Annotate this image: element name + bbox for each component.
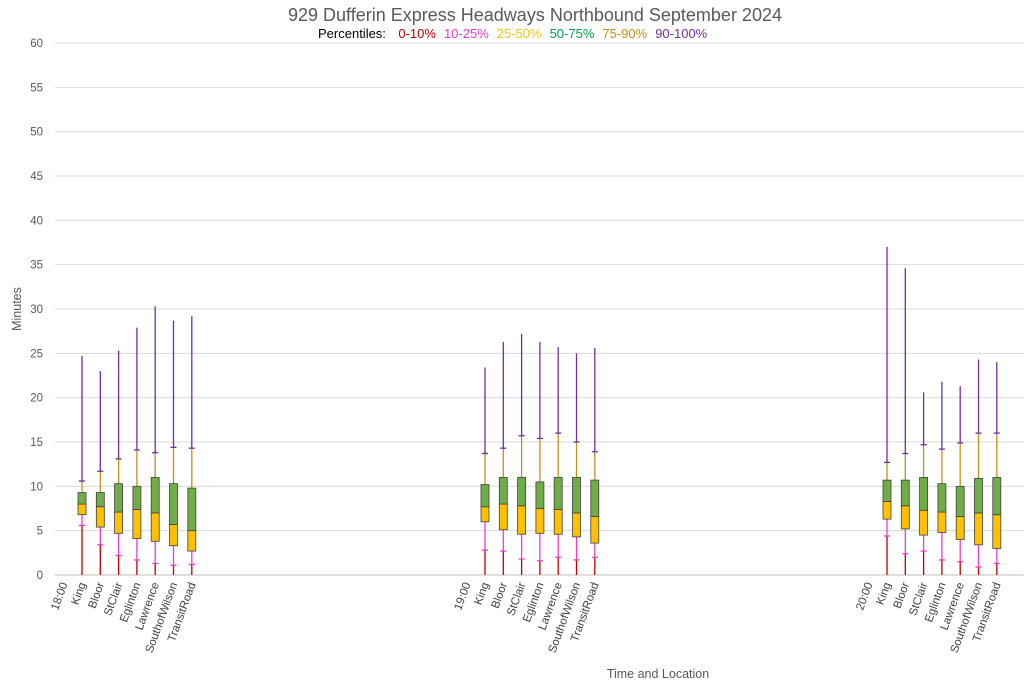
box-20:00-StClair — [919, 392, 928, 575]
x-stop-label: King — [473, 581, 492, 607]
y-tick-label: 15 — [30, 437, 43, 449]
box-20:00-Lawrence — [955, 386, 965, 575]
box-50-75 — [535, 481, 545, 509]
chart-title: 929 Dufferin Express Headways Northbound… — [288, 5, 782, 25]
y-tick-label: 35 — [30, 260, 43, 272]
box-50-75 — [95, 492, 105, 508]
y-tick-label: 60 — [30, 38, 43, 50]
box-25-50 — [132, 508, 142, 540]
y-tick-label: 10 — [30, 481, 43, 493]
x-axis-categories: 18:00 KingBloorStClairEglintonLawrenceSou… — [49, 581, 1003, 655]
box-50-75 — [992, 477, 1002, 516]
box-18:00-TransitRoad — [187, 316, 197, 575]
percentile-legend-item: 0-10% — [398, 26, 436, 41]
box-18:00-SouthofWilson — [169, 320, 178, 575]
box-50-75 — [900, 479, 910, 507]
box-19:00-King — [480, 367, 490, 575]
x-stop-label: King — [70, 581, 89, 607]
box-50-75 — [937, 483, 947, 513]
box-50-75 — [169, 483, 178, 525]
box-20:00-SouthofWilson — [974, 359, 983, 575]
box-18:00-Bloor — [95, 371, 105, 575]
percentile-legend-item: 50-75% — [550, 26, 595, 41]
box-19:00-Eglinton — [535, 341, 545, 575]
box-25-50 — [992, 514, 1002, 549]
percentile-legend-item: 90-100% — [655, 26, 707, 41]
box-19:00-SouthofWilson — [572, 353, 581, 575]
y-axis-title: Minutes — [10, 287, 24, 331]
box-50-75 — [974, 477, 983, 514]
y-tick-label: 45 — [30, 171, 43, 183]
box-50-75 — [132, 485, 142, 510]
box-25-50 — [150, 512, 160, 542]
x-time-label: 19:00 — [452, 581, 473, 612]
box-18:00-StClair — [114, 350, 123, 575]
box-25-50 — [919, 509, 928, 536]
box-25-50 — [900, 505, 910, 530]
box-25-50 — [590, 516, 600, 544]
y-tick-label: 40 — [30, 215, 43, 227]
y-tick-label: 55 — [30, 82, 43, 94]
box-25-50 — [553, 508, 563, 535]
x-stop-label: King — [875, 581, 894, 607]
box-50-75 — [480, 484, 490, 508]
box-20:00-TransitRoad — [992, 362, 1002, 575]
box-50-75 — [77, 492, 87, 505]
box-18:00-Lawrence — [150, 306, 160, 575]
box-25-50 — [95, 506, 105, 528]
y-tick-label: 20 — [30, 393, 43, 405]
x-time-label: 20:00 — [854, 581, 875, 612]
box-50-75 — [553, 477, 563, 510]
box-25-50 — [572, 512, 581, 538]
box-25-50 — [114, 511, 123, 534]
box-20:00-King — [882, 246, 892, 575]
percentile-legend: Percentiles: 0-10% 10-25% 25-50% 50-75% 75-9… — [318, 25, 708, 42]
box-19:00-StClair — [517, 333, 526, 575]
box-25-50 — [955, 516, 965, 540]
box-25-50 — [187, 530, 197, 552]
box-25-50 — [77, 503, 87, 516]
box-20:00-Bloor — [900, 268, 910, 575]
box-25-50 — [974, 512, 983, 546]
box-25-50 — [937, 511, 947, 533]
box-25-50 — [169, 524, 178, 547]
x-axis-title: Time and Location — [607, 667, 709, 681]
y-tick-label: 50 — [30, 127, 43, 139]
percentile-legend-item: 25-50% — [497, 26, 542, 41]
box-18:00-King — [77, 355, 87, 575]
box-50-75 — [517, 477, 526, 507]
box-25-50 — [882, 501, 892, 520]
box-18:00-Eglinton — [132, 327, 142, 575]
y-tick-label: 5 — [37, 526, 43, 538]
percentile-legend-item: 75-90% — [602, 26, 647, 41]
box-50-75 — [590, 479, 600, 517]
box-50-75 — [150, 477, 160, 514]
box-25-50 — [498, 503, 508, 531]
box-50-75 — [114, 483, 123, 513]
y-tick-label: 25 — [30, 348, 43, 360]
box-19:00-Bloor — [498, 341, 508, 575]
x-time-label: 18:00 — [49, 581, 70, 612]
box-25-50 — [517, 505, 526, 535]
box-50-75 — [498, 477, 508, 505]
box-50-75 — [187, 487, 197, 532]
box-25-50 — [535, 508, 545, 534]
box-19:00-Lawrence — [553, 347, 563, 575]
box-20:00-Eglinton — [937, 381, 947, 575]
box-25-50 — [480, 506, 490, 523]
y-axis-ticks: 0 5 10 15 20 25 30 35 40 45 50 55 60 — [30, 38, 43, 582]
plot-area — [77, 246, 1002, 575]
percentile-legend-item: 10-25% — [444, 26, 489, 41]
box-50-75 — [882, 479, 892, 502]
percentile-legend-label: Percentiles: — [318, 26, 386, 41]
y-tick-label: 30 — [30, 304, 43, 316]
box-50-75 — [955, 485, 965, 517]
box-50-75 — [572, 477, 581, 514]
y-tick-label: 0 — [37, 570, 43, 582]
box-50-75 — [919, 477, 928, 511]
box-19:00-TransitRoad — [590, 348, 600, 575]
